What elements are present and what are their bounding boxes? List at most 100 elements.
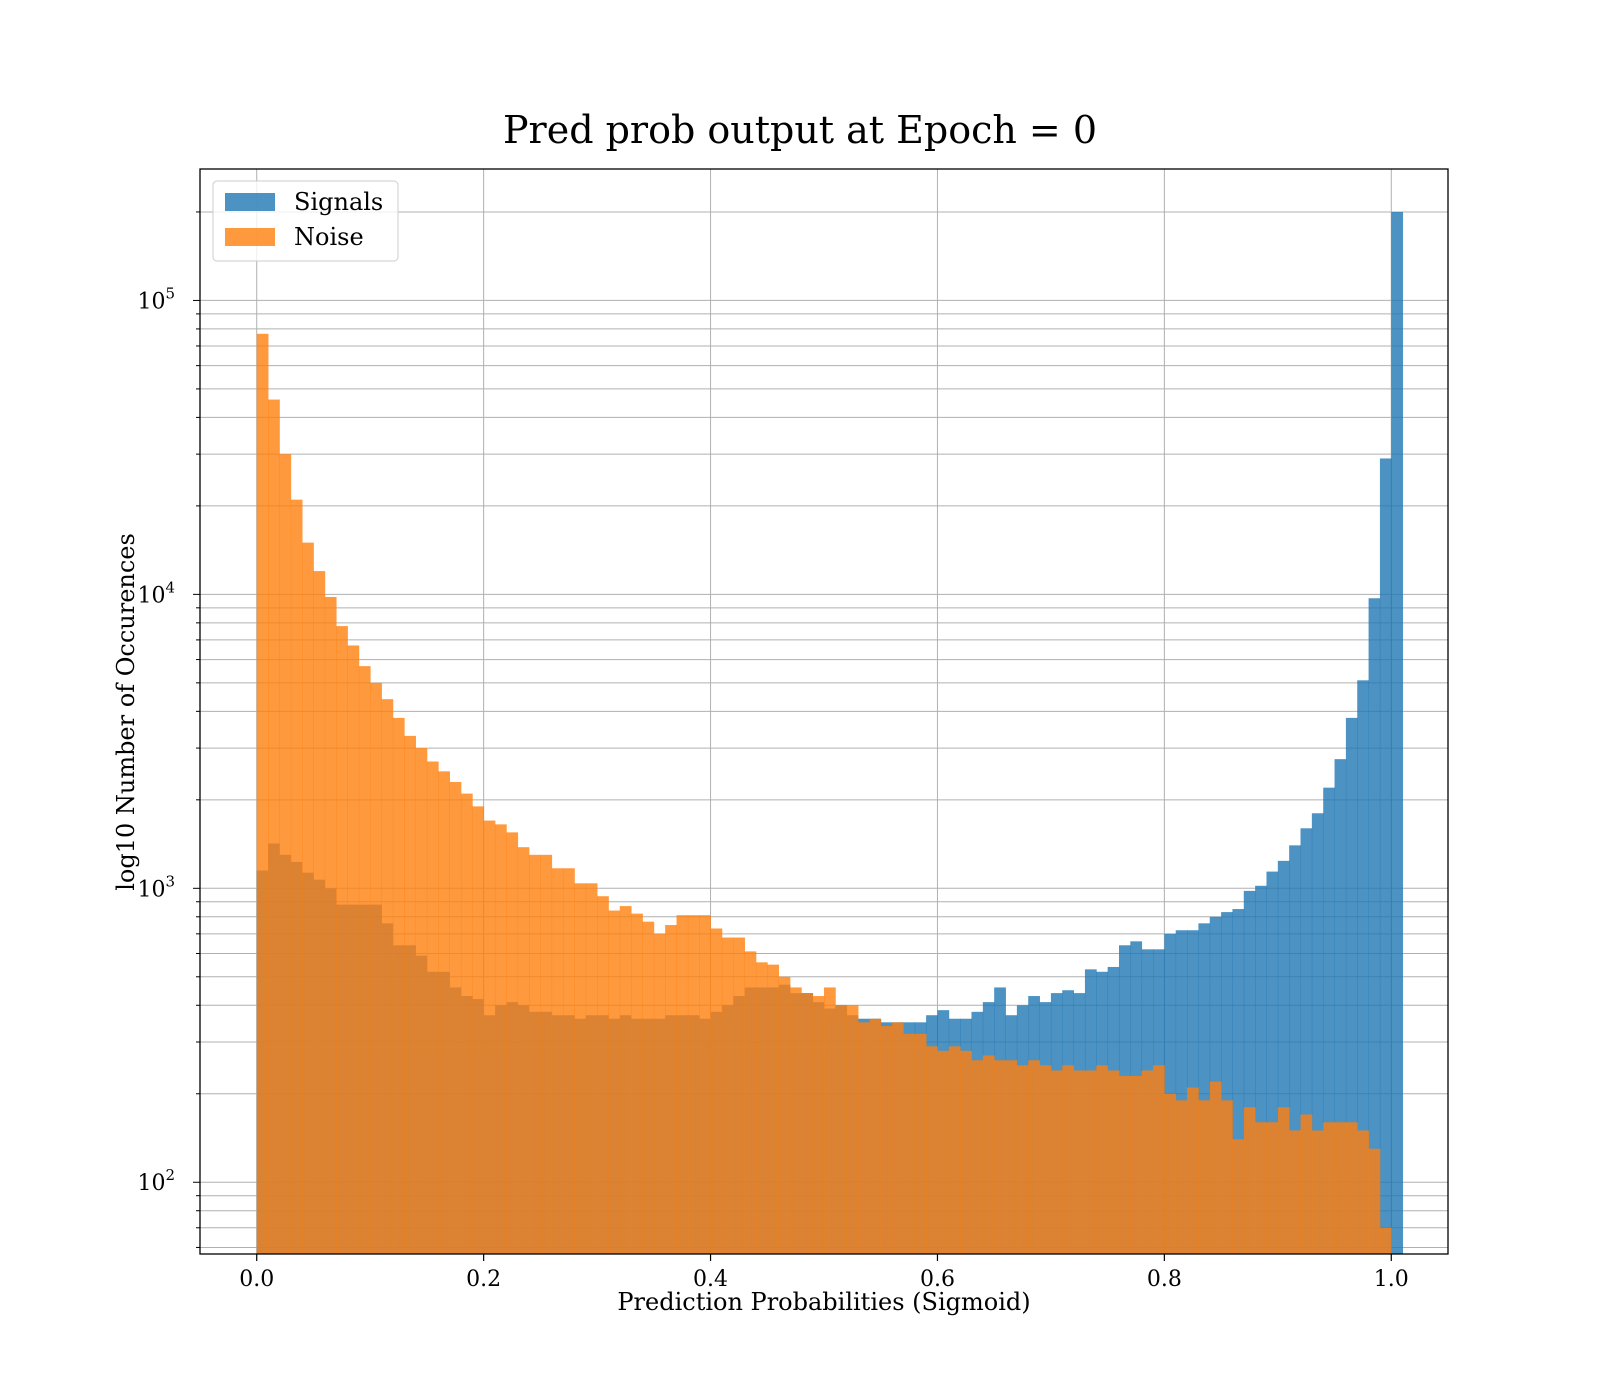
noise-bar xyxy=(574,883,587,1254)
noise-bar xyxy=(801,993,814,1254)
noise-bar xyxy=(529,854,541,1254)
noise-bar xyxy=(835,1005,848,1254)
noise-bar xyxy=(1153,1065,1165,1254)
signals-bar xyxy=(1311,813,1324,1254)
noise-bar xyxy=(381,699,394,1254)
noise-bar xyxy=(880,1026,893,1254)
noise-bar xyxy=(347,645,360,1254)
noise-bar xyxy=(982,1055,995,1254)
noise-bar xyxy=(1028,1060,1040,1254)
legend-label-signals: Signals xyxy=(294,188,383,216)
signals-bar xyxy=(1175,930,1188,1254)
noise-bar xyxy=(268,399,280,1254)
noise-bar xyxy=(1175,1100,1188,1254)
y-tick-label: 105 xyxy=(137,284,175,314)
noise-bar xyxy=(824,987,836,1254)
noise-bar xyxy=(1221,1100,1233,1254)
noise-bar xyxy=(472,806,485,1254)
noise-bar xyxy=(1311,1130,1324,1254)
noise-bar xyxy=(1232,1139,1245,1254)
noise-bar xyxy=(869,1018,882,1254)
signals-bar xyxy=(1243,890,1256,1254)
noise-bar xyxy=(563,868,575,1254)
signals-bar xyxy=(1357,680,1369,1254)
noise-bar xyxy=(971,1060,984,1254)
noise-bar xyxy=(937,1050,950,1254)
noise-bar xyxy=(665,925,677,1254)
noise-bar xyxy=(1118,1075,1131,1254)
noise-bar xyxy=(1187,1087,1199,1254)
noise-bars xyxy=(256,333,1392,1255)
noise-bar xyxy=(279,454,292,1254)
noise-bar xyxy=(858,1022,870,1254)
noise-bar xyxy=(812,996,825,1254)
noise-bar xyxy=(1277,1107,1290,1254)
noise-bar xyxy=(699,915,711,1254)
noise-bar xyxy=(313,571,326,1254)
noise-bar xyxy=(358,666,371,1254)
noise-bar xyxy=(846,1005,859,1254)
noise-bar xyxy=(744,951,757,1254)
noise-bar xyxy=(1323,1122,1335,1254)
noise-bar xyxy=(551,868,564,1254)
noise-bar xyxy=(1243,1107,1256,1254)
noise-bar xyxy=(1334,1122,1347,1254)
noise-bar xyxy=(1345,1122,1358,1254)
x-tick-label: 1.0 xyxy=(1374,1267,1409,1292)
noise-bar xyxy=(789,987,802,1254)
noise-bar xyxy=(506,832,519,1254)
noise-bar xyxy=(926,1046,938,1254)
noise-bar xyxy=(1050,1070,1063,1254)
noise-bar xyxy=(710,928,723,1254)
x-tick-label: 0.8 xyxy=(1147,1267,1182,1292)
noise-bar xyxy=(755,962,768,1254)
legend: Signals Noise xyxy=(212,180,399,262)
y-tick-label: 102 xyxy=(137,1166,175,1196)
noise-bar xyxy=(619,906,632,1254)
signals-bar xyxy=(1277,860,1290,1254)
signals-bar xyxy=(1379,458,1392,1254)
y-tick-label: 103 xyxy=(137,872,175,902)
noise-bar xyxy=(914,1033,927,1254)
noise-bar xyxy=(392,717,405,1254)
noise-bar xyxy=(994,1060,1006,1254)
noise-bar xyxy=(1209,1081,1222,1254)
noise-bar xyxy=(1141,1070,1154,1254)
noise-bar xyxy=(1073,1070,1086,1254)
noise-bar xyxy=(404,735,416,1254)
noise-bar xyxy=(1357,1130,1369,1254)
noise-bar xyxy=(426,761,439,1254)
noise-bar xyxy=(642,921,655,1254)
noise-bar xyxy=(290,499,303,1255)
noise-bar xyxy=(1300,1114,1313,1254)
signals-bar xyxy=(1323,787,1335,1254)
signals-bar xyxy=(1334,759,1347,1254)
noise-bar xyxy=(1379,1227,1392,1254)
legend-swatch-noise xyxy=(225,228,275,246)
noise-bar xyxy=(1130,1075,1143,1254)
noise-bar xyxy=(903,1033,916,1254)
x-tick-label: 0.2 xyxy=(466,1267,501,1292)
noise-bar xyxy=(1084,1070,1097,1254)
legend-swatch-signals xyxy=(225,193,275,211)
noise-bar xyxy=(960,1050,972,1254)
noise-bar xyxy=(483,820,496,1254)
noise-bar xyxy=(336,626,348,1254)
signals-bar xyxy=(1368,598,1381,1254)
noise-bar xyxy=(256,333,269,1254)
noise-bar xyxy=(1368,1148,1381,1254)
noise-bar xyxy=(721,937,734,1254)
noise-bar xyxy=(1266,1122,1279,1254)
signals-bar xyxy=(1255,885,1267,1254)
signals-bar xyxy=(1289,845,1301,1254)
noise-bar xyxy=(653,933,666,1254)
x-tick-label: 0.0 xyxy=(239,1267,274,1292)
noise-bar xyxy=(324,596,337,1254)
y-tick-label: 104 xyxy=(137,578,175,608)
signals-bar xyxy=(1221,912,1233,1254)
noise-bar xyxy=(1016,1065,1029,1254)
noise-bar xyxy=(892,1022,904,1254)
noise-bar xyxy=(597,896,609,1254)
noise-bar xyxy=(1062,1065,1074,1254)
